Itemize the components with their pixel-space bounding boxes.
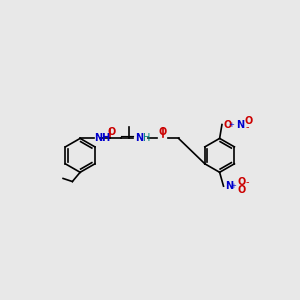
Text: O: O (244, 116, 253, 126)
Text: +: + (228, 122, 234, 128)
Text: H: H (143, 134, 150, 143)
Text: O: O (107, 127, 115, 137)
Text: -: - (246, 177, 250, 187)
Text: O: O (238, 177, 246, 187)
Text: NH: NH (94, 134, 110, 143)
Text: O: O (224, 119, 232, 130)
Text: +: + (231, 183, 236, 189)
Text: N: N (225, 181, 233, 191)
Text: N: N (135, 134, 143, 143)
Text: -: - (246, 122, 250, 132)
Text: N: N (236, 119, 244, 130)
Text: O: O (159, 127, 167, 137)
Text: O: O (238, 185, 246, 195)
